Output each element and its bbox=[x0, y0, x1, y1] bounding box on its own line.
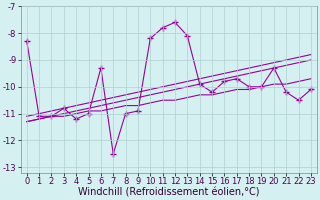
X-axis label: Windchill (Refroidissement éolien,°C): Windchill (Refroidissement éolien,°C) bbox=[78, 187, 260, 197]
